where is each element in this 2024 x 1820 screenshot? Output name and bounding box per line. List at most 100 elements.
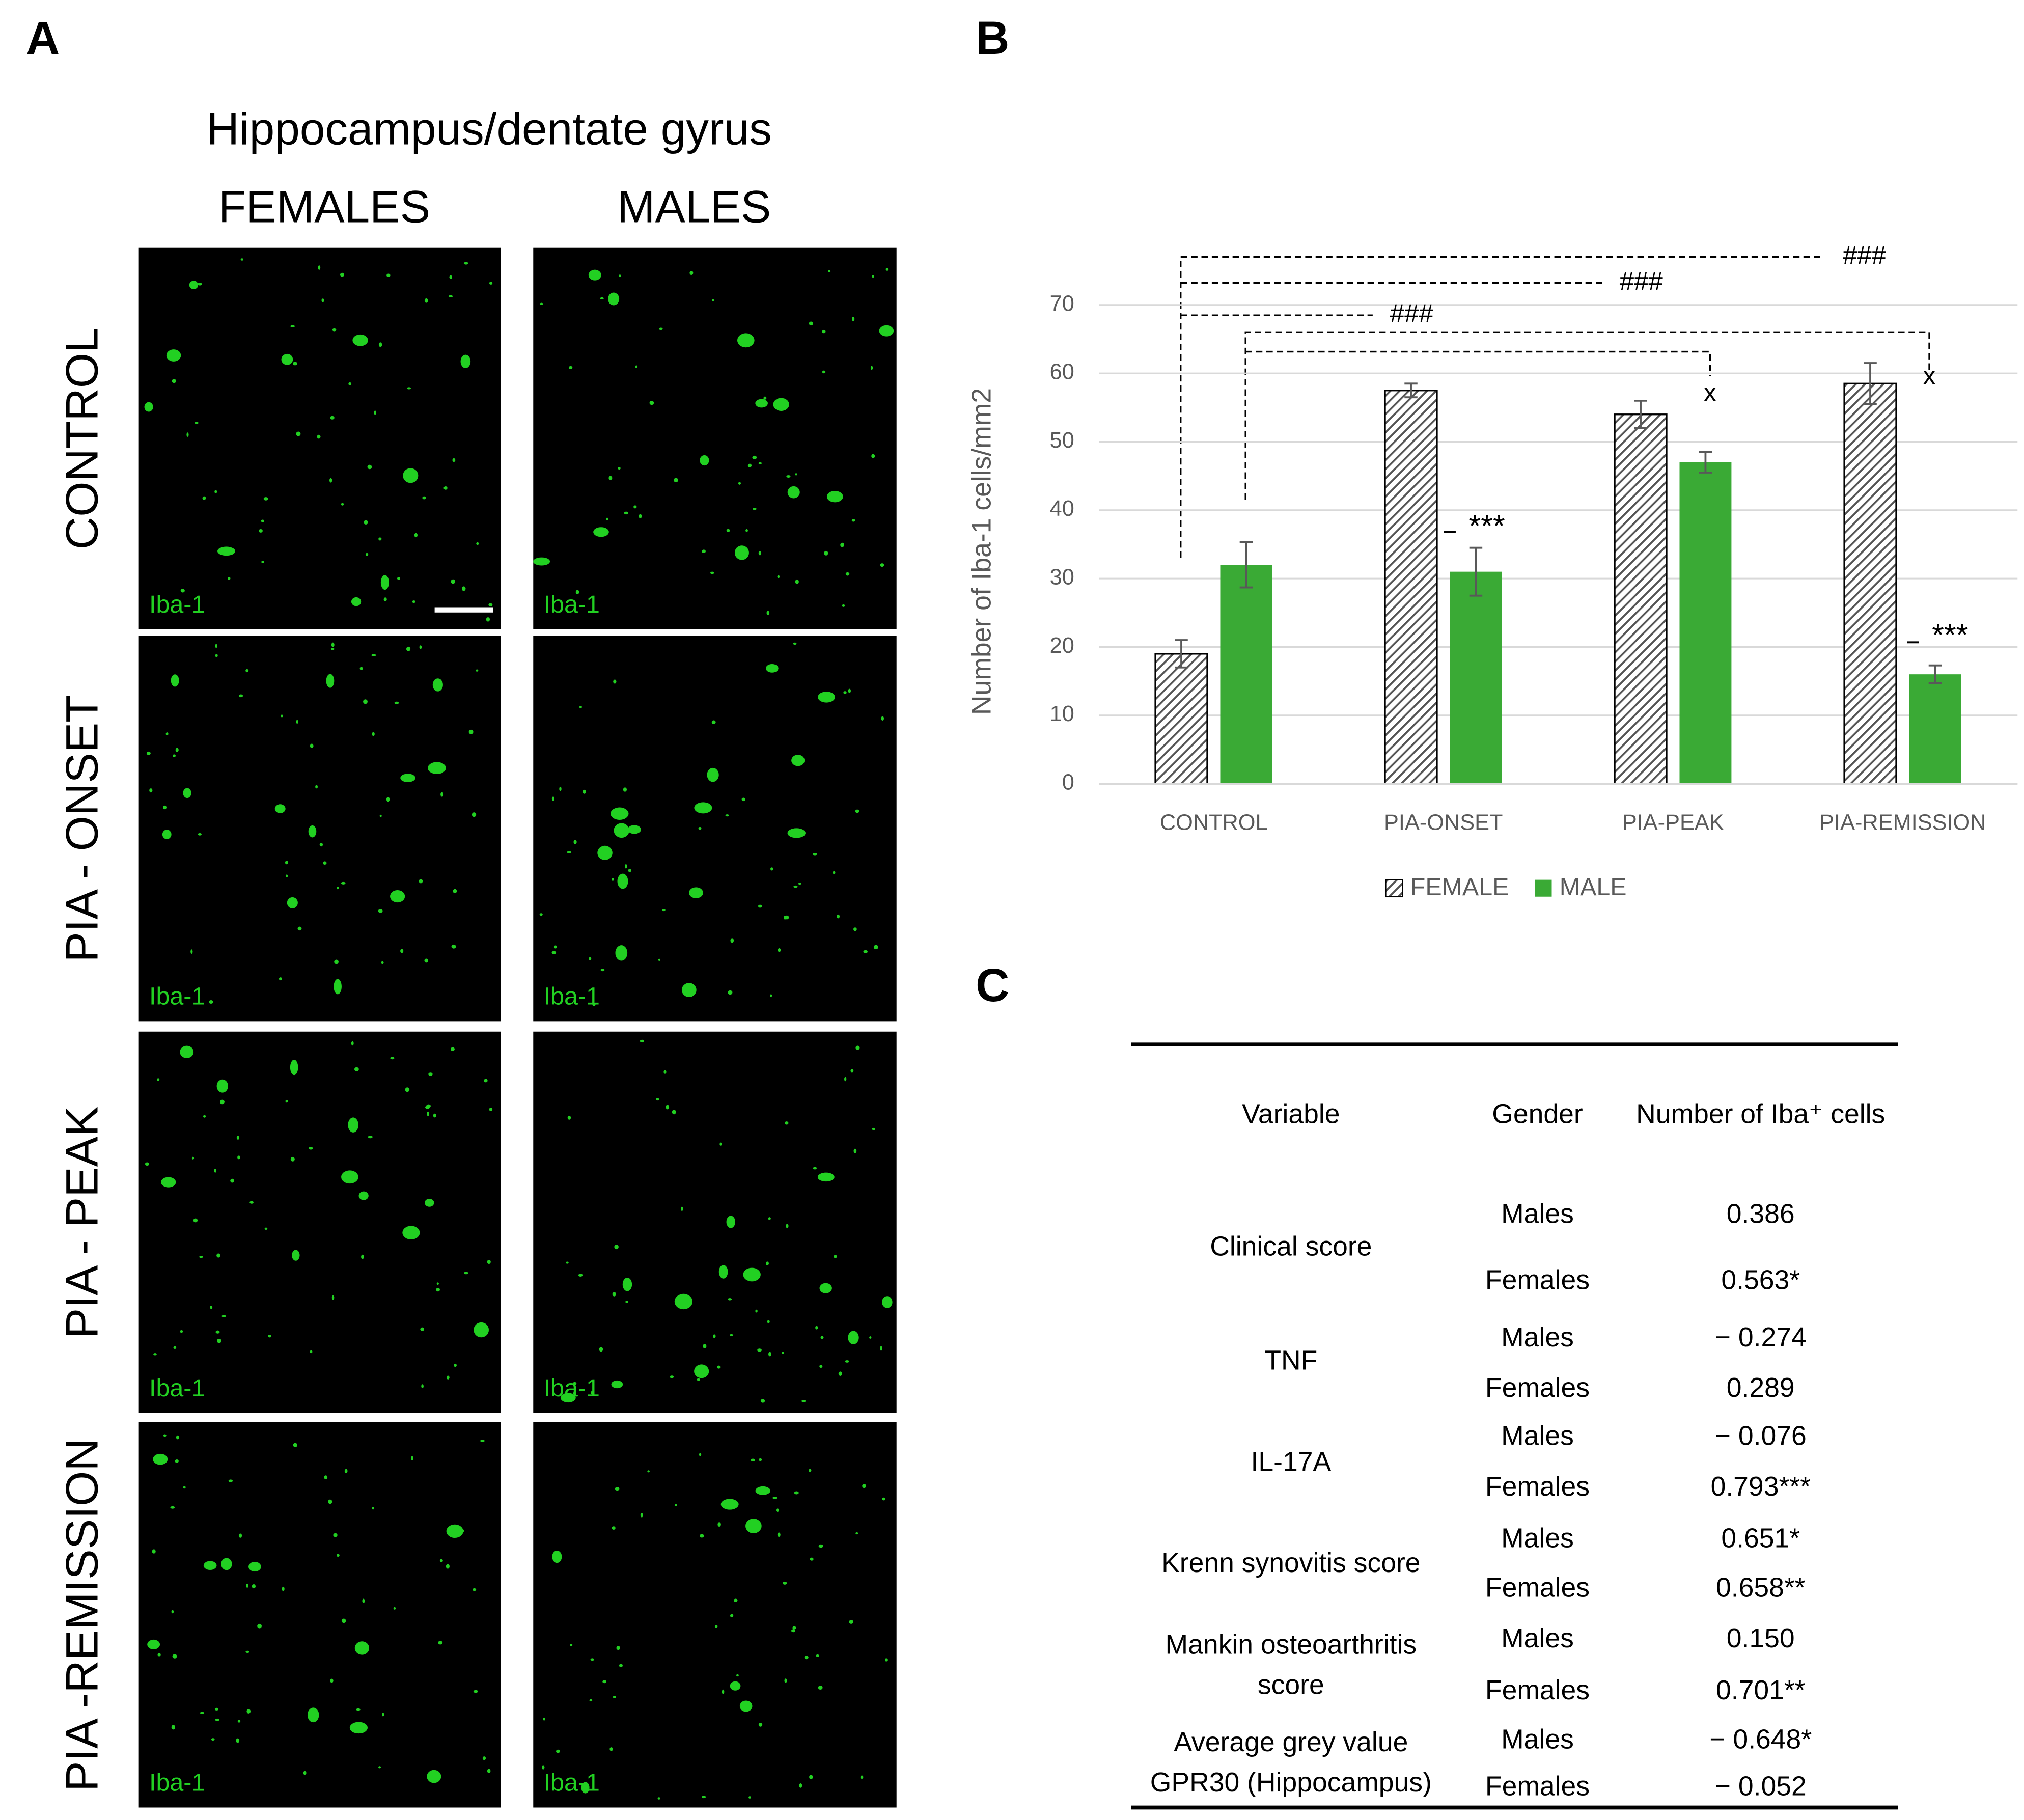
cell <box>681 983 697 998</box>
cell <box>703 1344 707 1348</box>
cell <box>824 550 828 556</box>
cell <box>842 604 845 607</box>
cell <box>257 1623 262 1629</box>
cell <box>848 1331 859 1344</box>
cell <box>753 508 757 510</box>
cell <box>872 1127 876 1130</box>
cell <box>473 1690 478 1693</box>
cell <box>783 1581 787 1585</box>
cell <box>452 458 456 462</box>
stain-label: Iba-1 <box>544 1374 600 1402</box>
cell <box>801 1400 806 1402</box>
cell <box>427 1111 429 1116</box>
error-bar <box>1469 546 1483 597</box>
cell <box>745 1519 762 1534</box>
y-tick-label: 0 <box>1062 770 1074 795</box>
cell <box>714 1624 718 1628</box>
cell <box>853 1148 857 1153</box>
row-label: PIA - ONSET <box>57 695 107 962</box>
cells <box>542 1453 888 1800</box>
cell <box>351 597 362 606</box>
cell <box>798 882 801 885</box>
cell <box>702 1796 706 1799</box>
x-tick-label: PIA-PEAK <box>1622 811 1724 835</box>
cell <box>378 537 382 541</box>
cell <box>809 1775 813 1780</box>
cell <box>770 994 772 997</box>
cell <box>818 692 835 703</box>
cell <box>730 1334 733 1336</box>
cell <box>760 1399 765 1403</box>
cell <box>600 297 604 300</box>
cell <box>882 1497 885 1501</box>
cell <box>394 701 399 704</box>
cell <box>882 1296 893 1308</box>
cell <box>157 1653 161 1657</box>
cell <box>840 542 845 547</box>
cell <box>420 1327 424 1331</box>
cell <box>428 1072 433 1076</box>
cell <box>293 1443 298 1447</box>
cell <box>758 550 762 556</box>
cell <box>640 1513 643 1518</box>
cell <box>647 1470 650 1473</box>
cell <box>591 1391 594 1395</box>
cell <box>559 786 562 791</box>
bar <box>1843 382 1897 785</box>
cell <box>736 1674 739 1677</box>
x-tick-label: PIA-REMISSION <box>1819 811 1986 835</box>
cell <box>741 797 746 802</box>
cell <box>381 961 384 964</box>
cell <box>588 269 601 281</box>
cell <box>405 1087 410 1092</box>
cell <box>658 958 660 961</box>
cell <box>717 1522 721 1527</box>
cell <box>172 379 177 383</box>
row-label: PIA - PEAK <box>57 1106 107 1338</box>
cell <box>697 1378 701 1381</box>
panel-title: Hippocampus/dentate gyrus <box>206 103 771 154</box>
cell <box>662 908 666 912</box>
cell <box>699 1453 702 1456</box>
cell <box>216 1253 220 1258</box>
cell <box>175 1459 179 1463</box>
cell <box>844 1077 847 1082</box>
cell <box>474 1322 489 1338</box>
cell <box>361 1254 364 1259</box>
cell <box>175 748 179 752</box>
cells <box>146 642 479 1004</box>
cell <box>163 1434 167 1437</box>
cell <box>635 365 638 368</box>
cell <box>292 1250 300 1261</box>
cell <box>403 468 419 483</box>
cell <box>171 674 179 687</box>
cell <box>228 576 231 580</box>
cell <box>152 1549 156 1554</box>
cell <box>567 1115 571 1120</box>
annotation: *** <box>1932 617 1968 652</box>
table-variable: GPR30 (Hippocampus) <box>1150 1768 1432 1798</box>
cell <box>330 648 335 650</box>
cell <box>885 268 889 271</box>
cell <box>372 1507 375 1510</box>
bar <box>1450 571 1502 784</box>
cell <box>183 1486 186 1489</box>
cell <box>784 1121 789 1125</box>
cell <box>593 527 609 537</box>
cell <box>855 809 859 813</box>
cell <box>309 1147 313 1150</box>
cell <box>331 642 335 647</box>
cell <box>211 1738 215 1741</box>
cell <box>870 366 873 370</box>
cell <box>240 258 243 261</box>
cell <box>252 1584 256 1589</box>
cell <box>872 274 874 278</box>
cell <box>221 1315 226 1317</box>
cells <box>145 1041 493 1389</box>
cell <box>581 1782 590 1794</box>
cell <box>784 1678 787 1683</box>
table-header: Number of Iba⁺ cells <box>1636 1099 1885 1129</box>
cell <box>845 1360 849 1363</box>
cell <box>674 1293 693 1310</box>
cell <box>281 353 293 365</box>
